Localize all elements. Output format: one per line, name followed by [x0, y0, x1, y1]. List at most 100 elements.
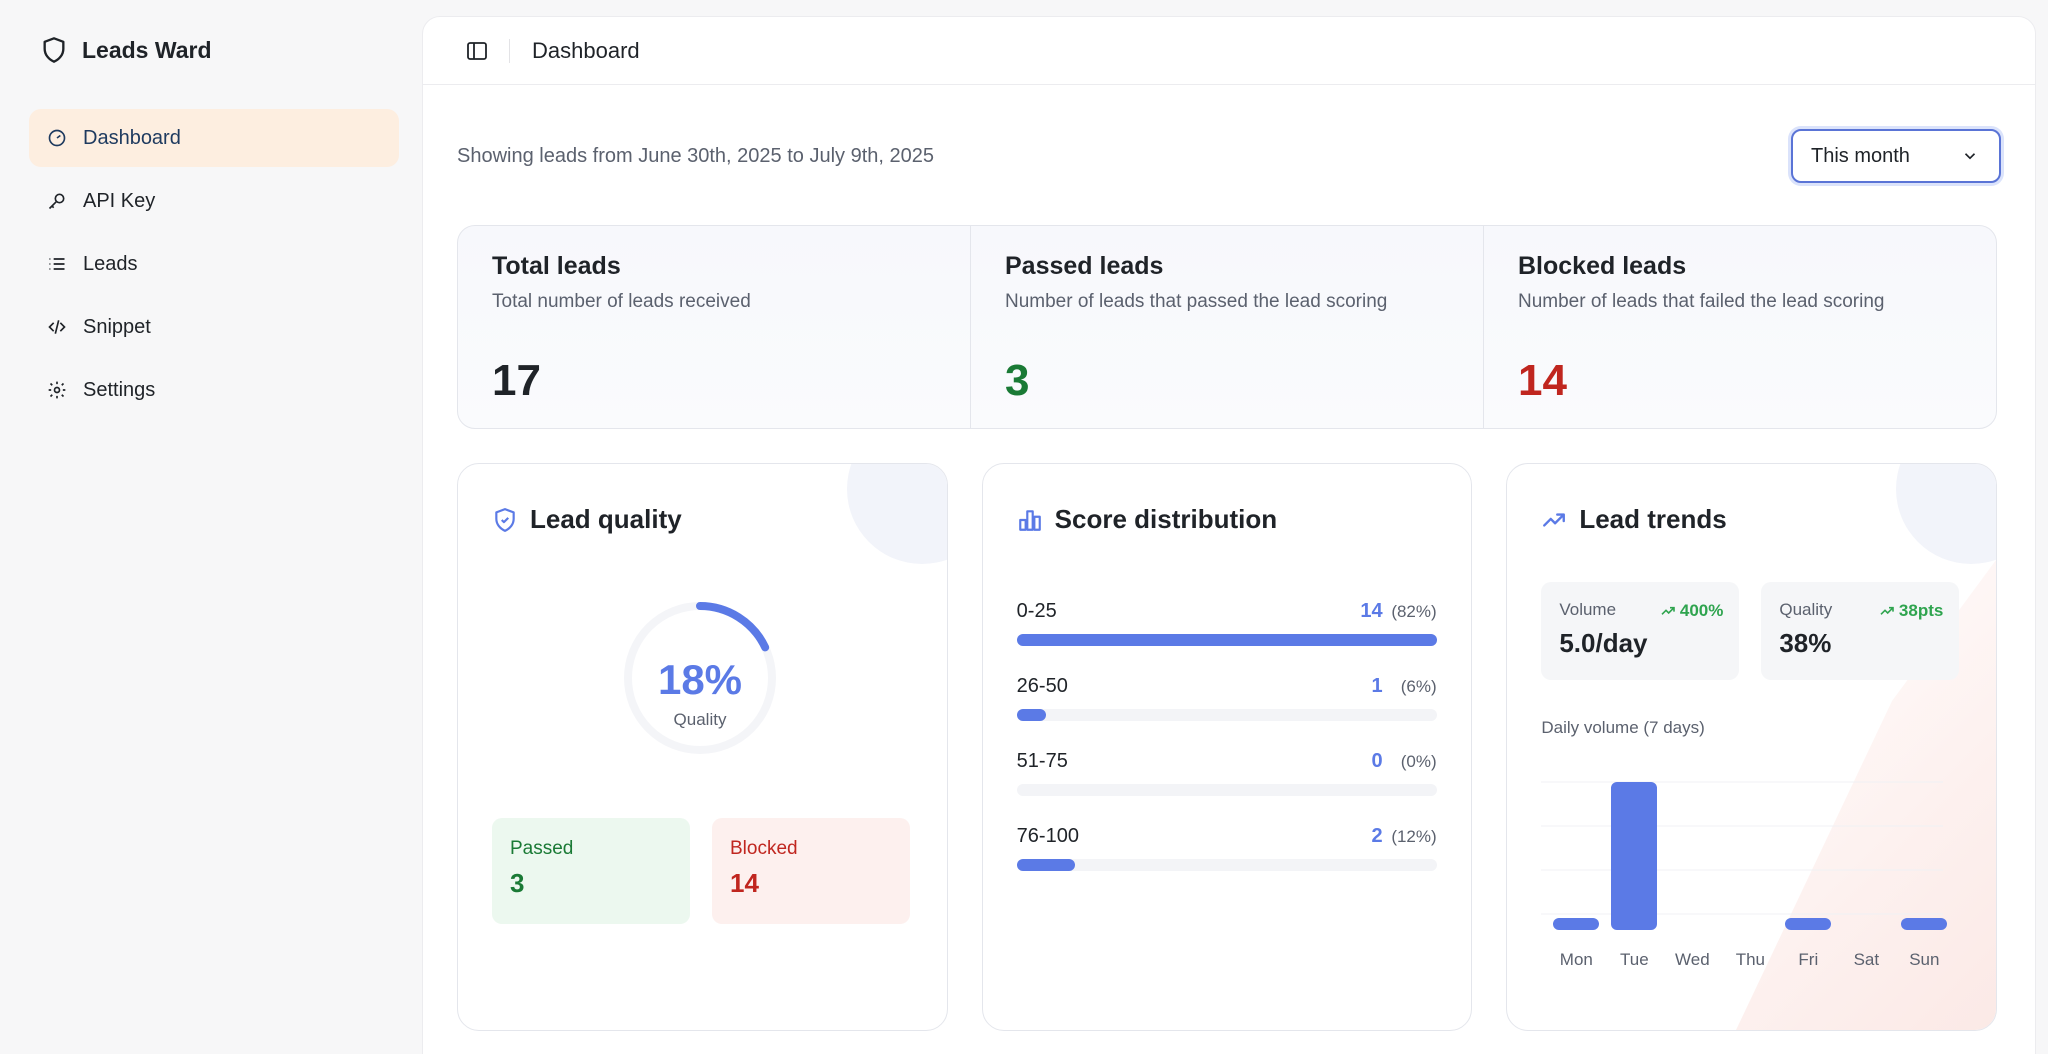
quality-percent: 18% [657, 656, 743, 703]
score-bar-track [1016, 859, 1437, 871]
x-tick-label: Thu [1735, 950, 1765, 969]
date-range-text: Showing leads from June 30th, 2025 to Ju… [457, 144, 934, 167]
score-count: 0 [1371, 750, 1383, 772]
stat-title: Total leads [492, 252, 621, 280]
score-bar-track [1016, 784, 1437, 796]
period-select[interactable]: This month [1791, 129, 2001, 183]
cards-row: Lead quality 18% Quality Passed 3 Blocke… [457, 463, 1998, 1031]
stat-total-leads: Total leads Total number of leads receiv… [458, 226, 971, 428]
code-icon [48, 320, 66, 334]
score-distribution-card: Score distribution 0-25 14 (82%) 26-50 1 (6%)… [981, 463, 1473, 1031]
score-bar-fill [1016, 709, 1047, 721]
blocked-box: Blocked 14 [712, 818, 910, 924]
sidebar-item-api-key[interactable]: API Key [29, 172, 399, 230]
volume-delta: 400% [1660, 601, 1723, 621]
daily-volume-chart: Mon Tue Wed Thu Fri Sat Sun [1541, 744, 1951, 969]
key-icon [48, 193, 65, 210]
stat-value: 14 [1518, 356, 1567, 405]
divider [509, 38, 510, 63]
quality-gauge-ring [624, 602, 776, 754]
sidebar-item-label: Snippet [83, 315, 151, 338]
lead-trends-card: Lead trends Volume 400% 5.0/day Quality … [1506, 463, 1998, 1031]
bar-tue [1611, 782, 1658, 930]
card-header: Lead quality [492, 504, 682, 535]
score-bar-fill [1016, 634, 1437, 646]
sidebar-item-label: Settings [83, 378, 156, 401]
x-tick-label: Fri [1798, 950, 1819, 969]
sidebar-toggle-icon[interactable] [465, 39, 489, 63]
score-row: 26-50 1 (6%) [1016, 675, 1437, 750]
shield-icon [43, 37, 65, 63]
stat-subtitle: Total number of leads received [492, 291, 751, 312]
stat-passed-leads: Passed leads Number of leads that passed… [971, 226, 1484, 428]
daily-volume-label: Daily volume (7 days) [1541, 718, 1705, 737]
score-distribution-list: 0-25 14 (82%) 26-50 1 (6%) 51-75 0 (0%) 76-100 2 (1… [1016, 600, 1437, 900]
sidebar-item-label: API Key [83, 189, 156, 212]
sidebar-item-leads[interactable]: Leads [29, 235, 399, 293]
sidebar-nav: Dashboard API Key Leads Snippet Settings [29, 109, 399, 424]
score-row: 0-25 14 (82%) [1016, 600, 1437, 675]
score-row: 51-75 0 (0%) [1016, 750, 1437, 825]
score-range: 76-100 [1016, 825, 1079, 847]
stat-value: 3 [1005, 356, 1030, 405]
sidebar: Leads Ward Dashboard API Key Leads Snipp… [6, 6, 426, 1054]
main-panel: Dashboard Showing leads from June 30th, … [422, 16, 2036, 1054]
stat-blocked-leads: Blocked leads Number of leads that faile… [1484, 226, 1996, 428]
page-title: Dashboard [532, 37, 640, 63]
volume-delta-value: 400% [1679, 601, 1724, 620]
lead-quality-card: Lead quality 18% Quality Passed 3 Blocke… [457, 463, 948, 1031]
trending-up-icon [1661, 606, 1675, 615]
card-title: Lead quality [530, 504, 682, 534]
score-bar-track [1016, 709, 1437, 721]
stat-subtitle: Number of leads that passed the lead sco… [1005, 291, 1388, 312]
card-header: Score distribution [1017, 504, 1277, 535]
card-title: Lead trends [1579, 504, 1727, 534]
passed-box: Passed 3 [492, 818, 690, 924]
sidebar-item-dashboard[interactable]: Dashboard [29, 109, 399, 167]
app-window: Leads Ward Dashboard API Key Leads Snipp… [6, 6, 2042, 1054]
quality-delta: 38pts [1879, 601, 1943, 621]
range-row: Showing leads from June 30th, 2025 to Ju… [457, 129, 2001, 183]
volume-value: 5.0/day [1559, 628, 1648, 658]
list-icon [49, 258, 65, 270]
trending-up-icon [1543, 512, 1566, 527]
decorative-bubble [846, 464, 947, 564]
score-percent: (12%) [1391, 827, 1437, 846]
volume-label: Volume [1559, 600, 1617, 619]
score-row: 76-100 2 (12%) [1016, 825, 1437, 900]
gauge-icon [48, 129, 66, 147]
score-bar-fill [1016, 859, 1076, 871]
quality-gauge: 18% Quality [620, 598, 780, 758]
volume-metric: Volume 400% 5.0/day [1541, 582, 1740, 680]
stat-value: 17 [492, 356, 541, 405]
passed-label: Passed [510, 838, 574, 859]
stats-panel: Total leads Total number of leads receiv… [457, 225, 1997, 429]
score-range: 51-75 [1016, 750, 1068, 772]
blocked-label: Blocked [730, 838, 798, 859]
quality-gauge-arc [696, 602, 770, 652]
score-percent: (0%) [1400, 752, 1437, 771]
sidebar-item-settings[interactable]: Settings [29, 361, 399, 419]
passed-value: 3 [510, 868, 525, 898]
sidebar-item-snippet[interactable]: Snippet [29, 298, 399, 356]
brand[interactable]: Leads Ward [40, 36, 212, 64]
quality-delta-value: 38pts [1898, 601, 1944, 620]
x-tick-label: Wed [1675, 950, 1710, 969]
blocked-value: 14 [730, 868, 759, 898]
score-range: 0-25 [1016, 600, 1057, 622]
bar-chart-icon [1018, 509, 1041, 531]
quality-metric: Quality 38pts 38% [1761, 582, 1960, 680]
period-select-value: This month [1811, 144, 1910, 167]
card-title: Score distribution [1054, 504, 1278, 534]
decorative-bubble [1896, 464, 1997, 564]
stat-title: Blocked leads [1518, 252, 1687, 280]
trending-up-icon [1880, 606, 1894, 615]
sidebar-item-label: Leads [83, 252, 138, 275]
card-header: Lead trends [1541, 504, 1727, 535]
score-range: 26-50 [1016, 675, 1068, 697]
score-count: 2 [1371, 825, 1383, 847]
quality-label: Quality [673, 710, 727, 729]
score-count: 14 [1360, 600, 1383, 622]
x-tick-label: Tue [1620, 950, 1649, 969]
x-tick-label: Mon [1559, 950, 1593, 969]
